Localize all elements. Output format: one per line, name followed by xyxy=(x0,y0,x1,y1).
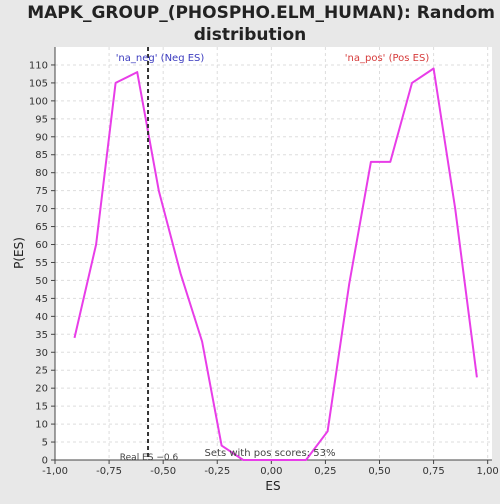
y-tick-label: 95 xyxy=(35,114,48,125)
x-tick-label: -1,00 xyxy=(42,466,68,477)
y-tick-label: 75 xyxy=(35,186,48,197)
y-tick-label: 40 xyxy=(35,312,48,323)
y-tick-label: 15 xyxy=(35,402,48,413)
x-tick-label: 1,00 xyxy=(477,466,499,477)
y-tick-label: 70 xyxy=(35,204,48,215)
x-tick-label: 0,25 xyxy=(314,466,336,477)
neg-es-label: 'na_neg' (Neg ES) xyxy=(116,53,205,64)
y-tick-label: 50 xyxy=(35,276,48,287)
x-tick-label: 0,00 xyxy=(260,466,282,477)
y-tick-label: 45 xyxy=(35,294,48,305)
pos-scores-label: Sets with pos scores: 53% xyxy=(205,448,336,459)
plot-area xyxy=(55,47,492,460)
x-tick-label: -0,50 xyxy=(150,466,176,477)
x-tick-label: -0,25 xyxy=(204,466,230,477)
y-tick-label: 0 xyxy=(42,456,48,467)
y-tick-label: 85 xyxy=(35,150,48,161)
y-tick-label: 110 xyxy=(29,60,48,71)
y-axis-label: P(ES) xyxy=(12,237,26,269)
pos-es-label: 'na_pos' (Pos ES) xyxy=(345,53,430,64)
y-tick-label: 100 xyxy=(29,96,48,107)
grid-lines xyxy=(54,47,492,461)
y-tick-label: 105 xyxy=(29,78,48,89)
chart-title-line-1: MAPK_GROUP_(PHOSPHO.ELM_HUMAN): Random E… xyxy=(27,3,500,23)
y-tick-label: 80 xyxy=(35,168,48,179)
y-tick-label: 60 xyxy=(35,240,48,251)
es-series-line xyxy=(73,67,478,461)
y-tick-label: 10 xyxy=(35,420,48,431)
x-axis-label: ES xyxy=(265,479,280,493)
y-tick-label: 30 xyxy=(35,348,48,359)
x-tick-label: -0,75 xyxy=(96,466,122,477)
y-tick-label: 55 xyxy=(35,258,48,269)
x-tick-label: 0,50 xyxy=(368,466,390,477)
x-axis-ticks: -1,00 -0,75 -0,50 -0,25 0,00 0,25 0,50 0,75 1,00 xyxy=(42,460,499,477)
y-tick-label: 65 xyxy=(35,222,48,233)
y-tick-label: 20 xyxy=(35,384,48,395)
real-es-label: Real ES −0.6 xyxy=(120,453,179,463)
y-tick-label: 5 xyxy=(42,438,48,449)
series-group xyxy=(73,67,478,461)
x-tick-label: 0,75 xyxy=(422,466,444,477)
y-tick-label: 35 xyxy=(35,330,48,341)
y-tick-label: 90 xyxy=(35,132,48,143)
chart-title-line-2: distribution xyxy=(194,25,306,45)
y-tick-label: 25 xyxy=(35,366,48,377)
y-axis-ticks: 0 5 10 15 20 25 30 35 40 45 50 55 60 65 70 75 80 85 90 95 10… xyxy=(29,60,55,467)
